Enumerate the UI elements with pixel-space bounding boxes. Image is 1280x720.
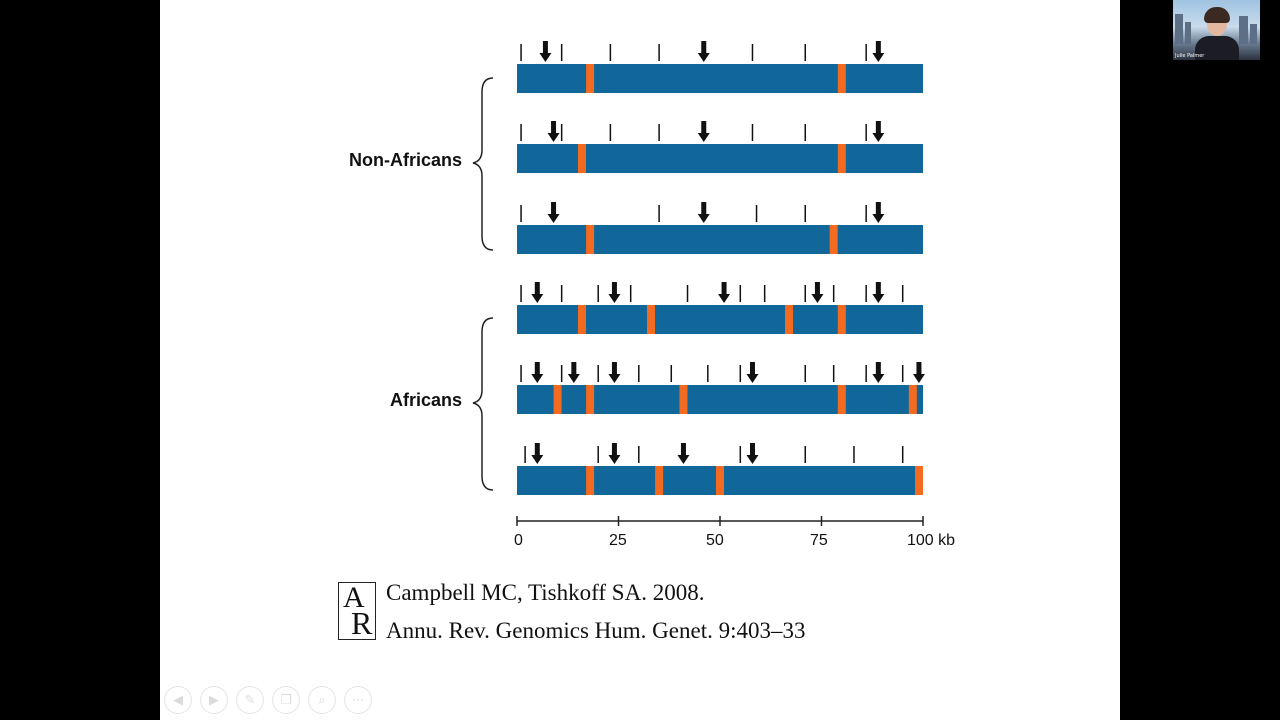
presentation-slide: Non-Africans Africans 0 25 50 75 100 kb … <box>160 0 1120 720</box>
recombination-marker <box>553 385 562 414</box>
axis-tick-label-50: 50 <box>706 532 724 549</box>
recombination-marker <box>577 144 586 173</box>
recombination-marker <box>655 466 664 495</box>
chromosome-bar <box>517 144 923 173</box>
zoom-icon[interactable]: ⌕ <box>308 686 336 714</box>
recombination-marker <box>586 466 595 495</box>
recombination-marker <box>679 385 688 414</box>
snp-arrow <box>677 443 690 464</box>
slideshow-toolbar: ◀ ▶ ✎ ❐ ⌕ ⋯ <box>164 686 372 714</box>
presenter-body <box>1195 36 1239 60</box>
presenter-hair <box>1204 7 1230 23</box>
group-label-africans: Africans <box>389 390 462 410</box>
recombination-marker <box>837 305 846 334</box>
axis-tick-label-75: 75 <box>810 532 828 549</box>
chromosome-bar <box>517 64 923 93</box>
snp-arrow <box>697 202 710 223</box>
recombination-marker <box>577 305 586 334</box>
axis-tick-label-100: 100 kb <box>907 532 956 549</box>
recombination-marker <box>837 385 846 414</box>
snp-arrow <box>567 362 580 383</box>
webcam-name-label: Julie Palmer <box>1175 53 1205 59</box>
snp-arrow <box>547 202 560 223</box>
recombination-marker <box>586 64 595 93</box>
snp-arrow <box>608 362 621 383</box>
brace-africans <box>472 317 494 491</box>
webcam-thumbnail[interactable]: Julie Palmer <box>1173 0 1260 60</box>
snp-arrow <box>718 282 731 303</box>
group-label-non-africans: Non-Africans <box>348 150 462 170</box>
slides-icon[interactable]: ❐ <box>272 686 300 714</box>
snp-arrow <box>746 443 759 464</box>
recombination-marker <box>785 305 794 334</box>
snp-arrow <box>697 41 710 62</box>
snp-arrow <box>539 41 552 62</box>
citation-journal: Annu. Rev. Genomics Hum. Genet. 9:403–33 <box>386 618 806 643</box>
more-icon[interactable]: ⋯ <box>344 686 372 714</box>
snp-arrow <box>531 443 544 464</box>
skyline-building <box>1175 14 1183 44</box>
recombination-marker <box>586 385 595 414</box>
snp-arrow <box>547 121 560 142</box>
recombination-marker <box>829 225 838 254</box>
skyline-building <box>1239 16 1248 44</box>
snp-arrow <box>608 443 621 464</box>
axis-tick-label-0: 0 <box>514 532 523 549</box>
recombination-marker <box>837 144 846 173</box>
snp-arrow <box>872 41 885 62</box>
snp-arrow <box>697 121 710 142</box>
snp-arrow <box>531 362 544 383</box>
skyline-building <box>1185 22 1191 44</box>
recombination-marker <box>837 64 846 93</box>
recombination-marker <box>915 466 923 495</box>
snp-arrow <box>811 282 824 303</box>
brace-non-africans <box>472 77 494 251</box>
axis-tick-label-25: 25 <box>609 532 627 549</box>
recombination-marker <box>908 385 917 414</box>
chromosome-bar <box>517 305 923 334</box>
haplotype-diagram <box>472 41 925 526</box>
previous-icon[interactable]: ◀ <box>164 686 192 714</box>
skyline-building <box>1250 24 1257 44</box>
snp-arrow <box>608 282 621 303</box>
chromosome-bar <box>517 385 923 414</box>
snp-arrow <box>872 202 885 223</box>
next-icon[interactable]: ▶ <box>200 686 228 714</box>
snp-arrow <box>872 282 885 303</box>
citation-authors: Campbell MC, Tishkoff SA. 2008. <box>386 580 705 605</box>
recombination-marker <box>646 305 655 334</box>
snp-arrow <box>531 282 544 303</box>
snp-arrow <box>872 362 885 383</box>
snp-arrow <box>912 362 925 383</box>
chromosome-bar <box>517 225 923 254</box>
recombination-marker <box>586 225 595 254</box>
snp-arrow <box>872 121 885 142</box>
recombination-marker <box>716 466 724 495</box>
pen-icon[interactable]: ✎ <box>236 686 264 714</box>
snp-arrow <box>746 362 759 383</box>
